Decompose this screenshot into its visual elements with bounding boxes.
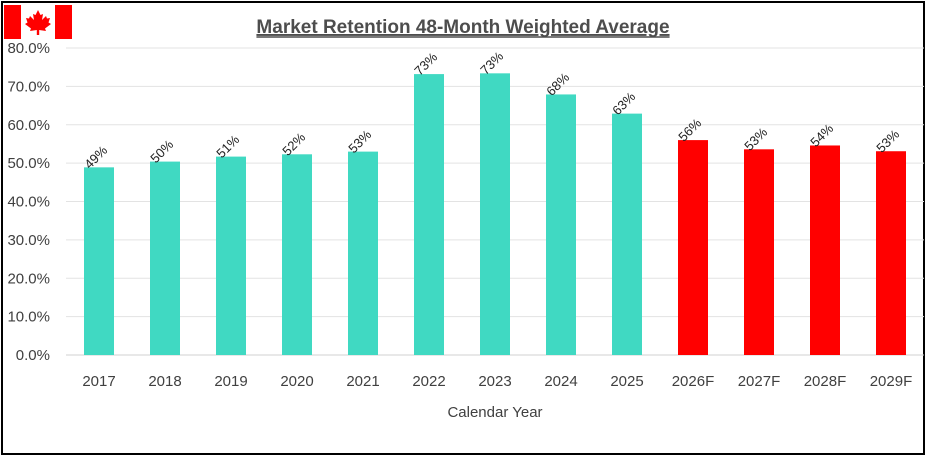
y-tick-label: 20.0% [7,270,50,287]
y-tick-label: 0.0% [16,347,50,364]
bar-2029F [876,151,906,355]
x-tick-label-2019: 2019 [214,373,247,390]
x-tick-label-2021: 2021 [346,373,379,390]
bar-2020 [282,154,312,355]
data-label-2017: 49% [81,142,110,171]
x-tick-label-2017: 2017 [82,373,115,390]
bar-2028F [810,145,840,355]
x-tick-label-2020: 2020 [280,373,313,390]
data-label-2021: 53% [345,127,374,156]
bar-2027F [744,149,774,355]
bar-2026F [678,140,708,355]
y-axis-ticks: 0.0% 10.0% 20.0% 30.0% 40.0% 50.0% 60.0% 70.0% 8… [7,40,50,364]
bars [84,73,906,355]
bar-2025 [612,113,642,355]
data-label-2018: 50% [147,137,176,166]
data-label-2024: 68% [543,69,572,98]
bar-2021 [348,151,378,355]
bar-2017 [84,167,114,355]
data-label-2026F: 56% [675,115,704,144]
chart-title: Market Retention 48-Month Weighted Avera… [256,17,669,38]
data-label-2019: 51% [213,132,242,161]
data-label-2025: 63% [609,89,638,118]
x-tick-label-2022: 2022 [412,373,445,390]
x-tick-label-2026F: 2026F [672,373,715,390]
y-tick-label: 80.0% [7,40,50,57]
y-tick-label: 10.0% [7,309,50,326]
y-tick-label: 30.0% [7,232,50,249]
x-tick-label-2018: 2018 [148,373,181,390]
y-tick-label: 70.0% [7,78,50,95]
x-tick-label-2023: 2023 [478,373,511,390]
data-label-2027F: 53% [741,124,770,153]
x-tick-label-2025: 2025 [610,373,643,390]
x-tick-label-2024: 2024 [544,373,577,390]
x-tick-label-2028F: 2028F [804,373,847,390]
bar-2024 [546,94,576,355]
bar-2018 [150,161,180,355]
bar-2023 [480,73,510,355]
data-label-2020: 52% [279,129,308,158]
x-tick-label-2029F: 2029F [870,373,913,390]
data-label-2022: 73% [411,49,440,78]
bar-2022 [414,74,444,355]
y-tick-label: 50.0% [7,155,50,172]
y-tick-label: 60.0% [7,117,50,134]
data-label-2029F: 53% [873,126,902,155]
x-tick-label-2027F: 2027F [738,373,781,390]
x-axis-ticks: 2017 2018 2019 2020 2021 2022 2023 2024 2025 2026… [82,373,912,390]
x-axis-title: Calendar Year [447,404,542,421]
data-label-2023: 73% [477,48,506,77]
canada-flag-icon [4,5,72,39]
y-tick-label: 40.0% [7,194,50,211]
bar-2019 [216,156,246,355]
